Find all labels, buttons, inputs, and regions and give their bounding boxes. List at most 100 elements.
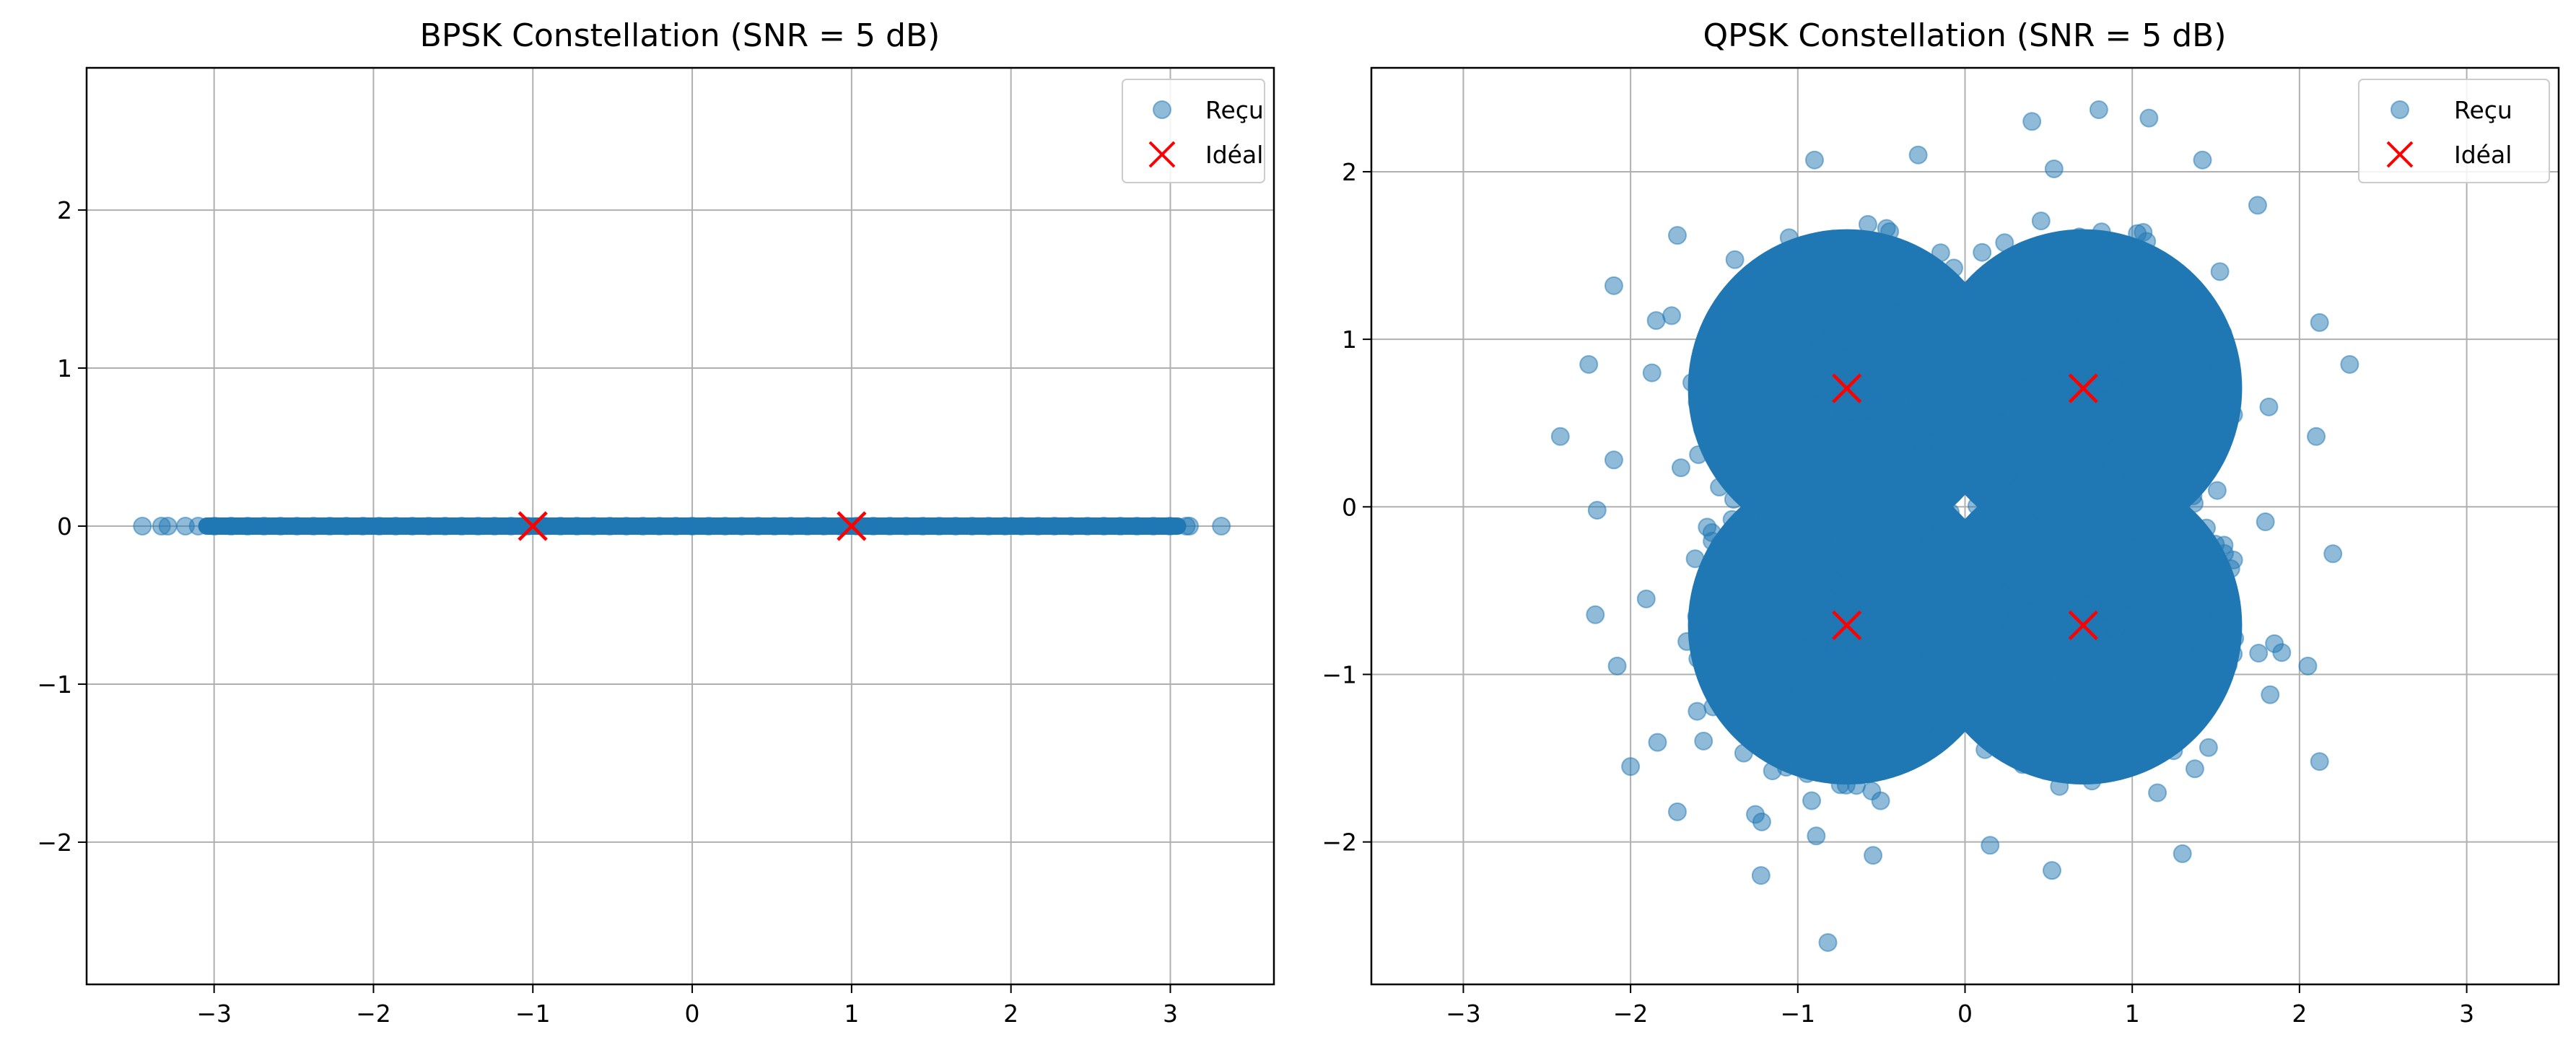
qpsk-received-point bbox=[1752, 442, 1772, 461]
qpsk-received-point bbox=[2030, 414, 2049, 434]
qpsk-received-point bbox=[1944, 258, 1963, 278]
qpsk-received-point bbox=[1725, 250, 1745, 269]
qpsk-received-point bbox=[1753, 733, 1773, 753]
bpsk-y-tick-label: −1 bbox=[37, 670, 72, 699]
qpsk-received-point bbox=[1761, 325, 1781, 344]
qpsk-received-point bbox=[2121, 300, 2140, 320]
qpsk-received-point bbox=[2001, 698, 2021, 717]
bpsk-received-point bbox=[271, 517, 290, 535]
bpsk-received-point bbox=[1111, 517, 1130, 535]
qpsk-received-point bbox=[2048, 281, 2067, 300]
qpsk-received-point bbox=[2021, 337, 2040, 357]
qpsk-received-point bbox=[1827, 311, 1846, 331]
qpsk-received-point bbox=[2149, 506, 2169, 525]
bpsk-received-point bbox=[175, 517, 195, 535]
qpsk-received-point bbox=[1607, 656, 1627, 676]
bpsk-received-point bbox=[814, 517, 834, 535]
qpsk-received-point bbox=[1907, 393, 1926, 412]
qpsk-received-point bbox=[1687, 607, 1706, 626]
bpsk-chart: −3 −2 −1 0 1 2 3 −2 −1 0 1 2 BPSK Constellation (SN… bbox=[37, 17, 1275, 1028]
bpsk-received-point bbox=[1179, 517, 1199, 535]
bpsk-received-point bbox=[666, 517, 686, 535]
qpsk-received-point bbox=[2149, 366, 2168, 385]
qpsk-received-point bbox=[1745, 525, 1764, 545]
bpsk-y-tick-label: −2 bbox=[37, 829, 72, 857]
bpsk-received-point bbox=[798, 517, 817, 535]
qpsk-received-point bbox=[1935, 725, 1955, 744]
qpsk-received-point bbox=[1964, 566, 1983, 585]
bpsk-ideal-point bbox=[518, 511, 548, 541]
qpsk-received-point bbox=[1694, 731, 1713, 751]
qpsk-received-point bbox=[1758, 711, 1777, 730]
qpsk-received-point bbox=[1928, 593, 1947, 613]
qpsk-ideal-point bbox=[1832, 373, 1862, 403]
qpsk-received-point bbox=[1667, 802, 1687, 821]
qpsk-y-tick-label: 0 bbox=[1342, 493, 1357, 521]
qpsk-received-point bbox=[1926, 323, 1945, 342]
bpsk-received-point bbox=[715, 517, 735, 535]
qpsk-received-point bbox=[2064, 564, 2083, 584]
qpsk-received-point bbox=[1708, 587, 1727, 607]
qpsk-received-point bbox=[1621, 757, 1641, 777]
qpsk-received-point bbox=[2001, 618, 2021, 637]
qpsk-received-point bbox=[1821, 455, 1841, 474]
qpsk-received-point bbox=[1755, 637, 1774, 657]
qpsk-received-point bbox=[1717, 640, 1737, 660]
qpsk-received-point bbox=[1802, 791, 1822, 810]
bpsk-received-point bbox=[1029, 517, 1048, 535]
qpsk-received-point bbox=[1682, 373, 1702, 393]
qpsk-received-point bbox=[2048, 325, 2068, 345]
qpsk-received-point bbox=[1780, 374, 1799, 393]
bpsk-received-point bbox=[995, 517, 1015, 535]
qpsk-received-point bbox=[1804, 723, 1823, 743]
qpsk-received-point bbox=[2117, 276, 2136, 295]
qpsk-received-point bbox=[1931, 286, 1951, 305]
qpsk-received-point bbox=[2078, 429, 2097, 449]
bpsk-marks bbox=[133, 511, 1231, 541]
qpsk-received-point bbox=[2185, 494, 2204, 513]
qpsk-received-point bbox=[1685, 549, 1705, 569]
qpsk-received-point bbox=[1982, 279, 2001, 299]
qpsk-received-point bbox=[2089, 303, 2108, 323]
qpsk-received-point bbox=[2164, 741, 2183, 761]
qpsk-received-point bbox=[2157, 349, 2176, 369]
qpsk-received-point bbox=[1749, 655, 1768, 675]
qpsk-received-point bbox=[2024, 362, 2043, 381]
qpsk-received-point bbox=[2112, 577, 2131, 597]
qpsk-received-point bbox=[1856, 639, 1875, 658]
qpsk-x-tick-label: 0 bbox=[1957, 1000, 1973, 1028]
qpsk-received-point bbox=[2256, 512, 2275, 532]
qpsk-chart: −3 −2 −1 0 1 2 3 −2 −1 0 1 2 QPSK Constellation (SN… bbox=[1322, 17, 2560, 1028]
qpsk-received-point bbox=[2044, 159, 2064, 178]
qpsk-received-point bbox=[1852, 566, 1872, 585]
bpsk-received-point bbox=[896, 517, 916, 535]
qpsk-received-point bbox=[1995, 233, 2014, 253]
qpsk-received-point bbox=[1947, 593, 1967, 612]
qpsk-received-point bbox=[1866, 278, 1885, 297]
qpsk-received-point bbox=[2224, 644, 2243, 664]
qpsk-received-point bbox=[1944, 682, 1963, 701]
bpsk-received-point bbox=[1061, 517, 1080, 535]
bpsk-received-point bbox=[748, 517, 768, 535]
qpsk-received-point bbox=[2009, 280, 2029, 300]
qpsk-received-point bbox=[1931, 243, 1950, 263]
qpsk-received-point bbox=[1986, 312, 2005, 331]
qpsk-received-point bbox=[1966, 422, 1986, 442]
qpsk-received-point bbox=[2168, 621, 2188, 640]
qpsk-received-point bbox=[1872, 637, 1892, 656]
bpsk-x-tick-label: −3 bbox=[196, 1000, 232, 1028]
qpsk-received-point bbox=[2019, 585, 2038, 604]
qpsk-received-point bbox=[1854, 311, 1873, 331]
qpsk-y-tick-label: −1 bbox=[1322, 660, 1357, 688]
qpsk-received-point bbox=[1862, 454, 1882, 473]
qpsk-received-point bbox=[1996, 372, 2016, 392]
qpsk-received-point bbox=[1875, 258, 1895, 278]
qpsk-received-point bbox=[1908, 145, 1928, 165]
bpsk-received-point bbox=[452, 517, 471, 535]
bpsk-x-tick-label: 1 bbox=[844, 1000, 859, 1028]
qpsk-received-point bbox=[2194, 664, 2214, 683]
qpsk-received-point bbox=[1773, 516, 1792, 535]
qpsk-received-point bbox=[2134, 379, 2154, 398]
qpsk-received-point bbox=[1794, 639, 1813, 658]
qpsk-received-point bbox=[1781, 663, 1801, 683]
